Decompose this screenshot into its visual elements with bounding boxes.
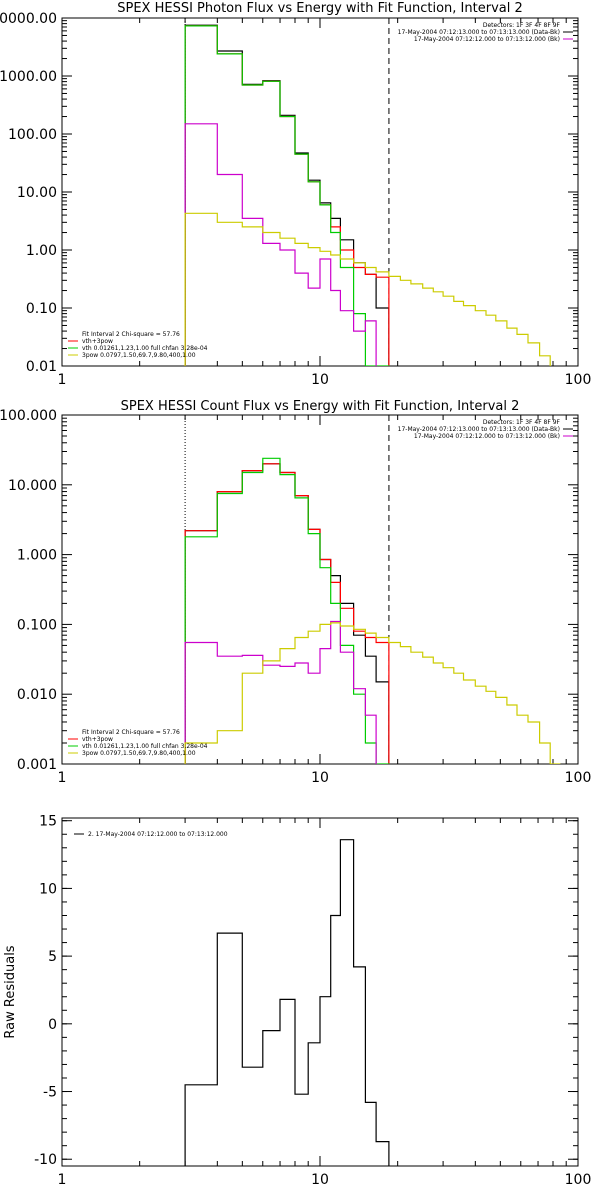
series-line-4	[184, 212, 551, 366]
y-tick-label: 0.10	[26, 301, 57, 317]
y-tick-label: 15	[39, 814, 57, 830]
legend-text: 3pow 0.0797,1.50,69.7,9.80,400,1.00	[82, 352, 196, 359]
y-tick-label: 10.000	[8, 478, 57, 494]
series-group	[184, 24, 551, 366]
residuals-panel: 1 10 100 -10 -5 0 5 10 15 Raw Residuals 2. 17-May-…	[3, 814, 591, 1188]
series-line-1	[184, 25, 390, 366]
series-line-1	[184, 463, 390, 764]
series-line-2	[184, 25, 390, 366]
plot-frame	[61, 817, 579, 1167]
legend-text: 17-May-2004 07:12:12.000 to 07:13:12.000…	[414, 36, 560, 43]
y-tick-label: 0.010	[17, 687, 57, 703]
x-tick-label: 1	[58, 770, 67, 786]
series-line-0	[184, 24, 390, 366]
y-tick-label: 5	[48, 949, 57, 965]
y-tick-label: 1000.00	[0, 69, 57, 85]
y-tick-label: 1.000	[17, 548, 57, 564]
y-tick-label: 10000.00	[0, 11, 57, 27]
x-tick-label: 1	[58, 372, 67, 388]
legend-text: 3pow 0.0797,1.50,69.7,9.80,400,1.00	[82, 750, 196, 757]
chart-title: SPEX HESSI Photon Flux vs Energy with Fi…	[117, 1, 523, 16]
legend-text: 17-May-2004 07:12:13.000 to 07:13:13.000…	[398, 426, 560, 433]
legend-text: 17-May-2004 07:12:12.000 to 07:13:12.000…	[414, 433, 560, 440]
count-flux-panel: SPEX HESSI Count Flux vs Energy with Fit…	[0, 399, 591, 786]
y-tick-label: 100.000	[0, 408, 57, 424]
legend-text: vth+3pow	[82, 736, 113, 743]
y-tick-label: 0.01	[26, 359, 57, 375]
y-tick-label: 10	[39, 881, 57, 897]
series-group	[184, 457, 561, 764]
legend-text: Fit Interval 2 Chi-square = 57.76	[82, 729, 180, 736]
plot-frame	[61, 414, 579, 765]
x-tick-label: 1	[58, 1172, 67, 1188]
y-tick-label: -5	[43, 1085, 57, 1101]
y-tick-label: 0	[48, 1017, 57, 1033]
y-tick-label: 0.100	[17, 617, 57, 633]
legend-text: 2. 17-May-2004 07:12:12.000 to 07:13:12.…	[88, 831, 228, 838]
legend-text: Fit Interval 2 Chi-square = 57.76	[82, 331, 180, 338]
photon-flux-panel: SPEX HESSI Photon Flux vs Energy with Fi…	[0, 1, 591, 388]
x-tick-label: 10	[311, 372, 329, 388]
series-line-4	[184, 622, 561, 764]
y-tick-label: 100.00	[8, 127, 57, 143]
x-tick-label: 10	[311, 1172, 329, 1188]
series-line-0	[184, 839, 390, 1166]
series-line-2	[184, 457, 390, 764]
x-tick-label: 100	[565, 372, 592, 388]
legend-text: 17-May-2004 07:12:13.000 to 07:13:13.000…	[398, 29, 560, 36]
series-line-3	[184, 123, 377, 366]
y-tick-label: -10	[34, 1152, 57, 1168]
legend-text: vth 0.01261,1.23,1.00 full chfan 3.28e-0…	[82, 743, 208, 750]
legend-text: Detectors: 1F 3F 4F 8F 9F	[483, 419, 561, 426]
legend-text: vth+3pow	[82, 338, 113, 345]
legend-text: Detectors: 1F 3F 4F 8F 9F	[483, 22, 561, 29]
y-tick-label: 1.00	[26, 243, 57, 259]
series-line-3	[184, 620, 377, 764]
legend-text: vth 0.01261,1.23,1.00 full chfan 3.28e-0…	[82, 345, 208, 352]
y-tick-label: 0.001	[17, 757, 57, 773]
series-group	[184, 839, 390, 1166]
y-axis-label: Raw Residuals	[3, 945, 18, 1038]
x-tick-label: 10	[311, 770, 329, 786]
x-tick-label: 100	[565, 770, 592, 786]
x-tick-label: 100	[565, 1172, 592, 1188]
series-line-0	[184, 463, 390, 764]
y-tick-label: 10.00	[17, 185, 57, 201]
chart-title: SPEX HESSI Count Flux vs Energy with Fit…	[121, 399, 520, 414]
